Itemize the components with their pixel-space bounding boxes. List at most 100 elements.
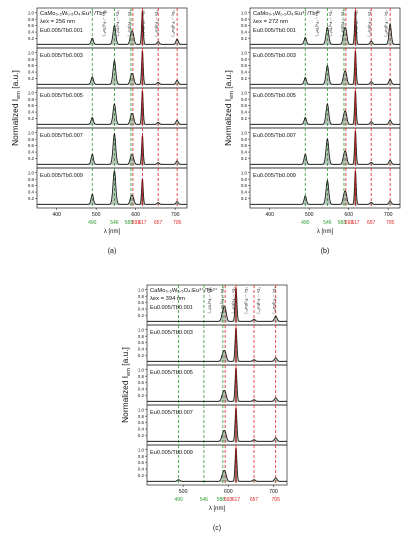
sample-label: Eu0.005/Tb0.001: [253, 28, 296, 34]
tb-wavelength-label: 490: [174, 497, 183, 503]
y-tick-label: 0.4: [138, 387, 145, 392]
y-tick-label: 0.4: [28, 30, 35, 35]
tb-wavelength-label: 546: [323, 220, 332, 226]
y-tick-label: 0.2: [28, 116, 35, 121]
y-tick-label: 0.8: [28, 17, 35, 22]
sample-label: Eu0.005/Tb0.003: [150, 330, 193, 336]
panel-label: (a): [108, 248, 117, 255]
eu-wavelength-label: 617: [351, 220, 360, 226]
y-tick-label: 0.6: [241, 143, 248, 148]
eu-wavelength-label: 593: [132, 220, 141, 226]
series-line: [37, 132, 187, 165]
transition-label: ⁵D₀→⁷F₁(Eu³⁺): [341, 10, 346, 37]
x-tick-label: 600: [344, 212, 353, 218]
series-line: [147, 287, 287, 322]
transition-label: ⁵D₀→⁷F₂(Eu³⁺): [354, 10, 359, 37]
y-tick-label: 0.2: [138, 393, 145, 398]
transition-label: ⁵D₄→⁷F₅(Tb³⁺): [329, 10, 334, 37]
tb-wavelength-label: 546: [110, 220, 119, 226]
y-tick-label: 0.6: [138, 380, 145, 385]
x-tick-label: 400: [265, 212, 274, 218]
chart-header-excitation: λex = 256 nm: [40, 19, 75, 25]
y-tick-label: 0.2: [241, 76, 248, 81]
transition-label: ⁵D₄→⁷F₆(Tb³⁺): [315, 10, 320, 37]
transition-label: ⁵D₀→⁷F₁(Eu³⁺): [128, 10, 133, 37]
series-line: [147, 367, 287, 402]
chart-header-excitation: λex = 394 nm: [150, 296, 185, 302]
y-tick-label: 0.2: [241, 196, 248, 201]
y-tick-label: 0.8: [28, 57, 35, 62]
y-tick-label: 0.8: [138, 454, 145, 459]
row-frame: [249, 167, 401, 209]
eu-wavelength-label: 705: [386, 220, 395, 226]
transition-label: ⁵D₄→⁷F₆(Tb³⁺): [208, 287, 213, 314]
transition-label: ⁵D₀→⁷F₃(Eu³⁺): [155, 10, 160, 37]
y-tick-label: 0.8: [138, 374, 145, 379]
series-line: [147, 327, 287, 362]
sample-label: Eu0.005/Tb0.001: [150, 305, 193, 311]
y-tick-label: 1.0: [28, 130, 35, 135]
sample-label: Eu0.005/Tb0.009: [40, 173, 83, 179]
y-tick-label: 0.8: [241, 57, 248, 62]
transition-label: ⁵D₀→⁷F₂(Eu³⁺): [141, 10, 146, 37]
x-axis-label: λ [nm]: [209, 506, 226, 512]
chart-panel-2: Eu0.005/Tb0.0010.20.40.60.81.0Eu0.005/Tb…: [223, 7, 401, 255]
y-tick-label: 1.0: [138, 287, 145, 292]
x-axis-label: λ [nm]: [104, 229, 121, 235]
y-tick-label: 0.6: [241, 23, 248, 28]
transition-label: ⁵D₀→⁷F₃(Eu³⁺): [257, 287, 262, 314]
tb-wavelength-label: 588: [125, 220, 134, 226]
y-tick-label: 0.4: [138, 307, 145, 312]
y-tick-label: 1.0: [28, 10, 35, 15]
x-tick-label: 400: [52, 212, 61, 218]
y-axis-label: Normalized Iem [a.u.]: [223, 70, 235, 146]
row-frame: [36, 167, 188, 209]
y-tick-label: 0.2: [241, 156, 248, 161]
tb-wavelength-label: 588: [217, 497, 226, 503]
chart-panel-1: Eu0.005/Tb0.0010.20.40.60.81.0Eu0.005/Tb…: [10, 7, 188, 255]
transition-label: ⁵D₀→⁷F₄(Eu³⁺): [171, 10, 176, 37]
y-tick-label: 1.0: [241, 90, 248, 95]
y-tick-label: 1.0: [138, 407, 145, 412]
y-tick-label: 0.4: [241, 70, 248, 75]
y-tick-label: 0.8: [138, 414, 145, 419]
y-tick-label: 1.0: [28, 90, 35, 95]
y-tick-label: 0.6: [138, 420, 145, 425]
y-tick-label: 0.6: [138, 300, 145, 305]
chart-header-excitation: λex = 272 nm: [253, 19, 288, 25]
y-tick-label: 0.6: [138, 460, 145, 465]
x-tick-label: 600: [224, 489, 233, 495]
y-tick-label: 1.0: [241, 170, 248, 175]
eu-wavelength-label: 657: [367, 220, 376, 226]
y-tick-label: 0.4: [28, 150, 35, 155]
y-tick-label: 0.8: [28, 177, 35, 182]
transition-label: ⁵D₄→⁷F₅(Tb³⁺): [116, 10, 121, 37]
sample-label: Eu0.005/Tb0.003: [253, 53, 296, 59]
eu-wavelength-label: 657: [250, 497, 259, 503]
y-axis-label: Normalized Iem [a.u.]: [10, 70, 22, 146]
y-tick-label: 1.0: [138, 367, 145, 372]
y-tick-label: 0.6: [138, 340, 145, 345]
y-tick-label: 0.2: [28, 196, 35, 201]
eu-wavelength-label: 593: [345, 220, 354, 226]
y-tick-label: 0.8: [28, 97, 35, 102]
sample-label: Eu0.005/Tb0.007: [253, 133, 296, 139]
x-axis-label: λ [nm]: [317, 229, 334, 235]
y-tick-label: 0.4: [28, 70, 35, 75]
sample-label: Eu0.005/Tb0.007: [40, 133, 83, 139]
x-tick-label: 700: [269, 489, 278, 495]
y-tick-label: 0.6: [28, 183, 35, 188]
y-tick-label: 1.0: [241, 10, 248, 15]
y-tick-label: 1.0: [28, 170, 35, 175]
tb-wavelength-label: 546: [200, 497, 209, 503]
series-line: [250, 90, 400, 125]
eu-wavelength-label: 617: [138, 220, 147, 226]
series-line: [250, 130, 400, 165]
y-tick-label: 0.2: [28, 76, 35, 81]
x-tick-label: 600: [131, 212, 140, 218]
series-line: [37, 50, 187, 85]
y-tick-label: 1.0: [241, 130, 248, 135]
x-tick-label: 500: [305, 212, 314, 218]
y-tick-label: 0.4: [241, 190, 248, 195]
y-tick-label: 1.0: [241, 50, 248, 55]
